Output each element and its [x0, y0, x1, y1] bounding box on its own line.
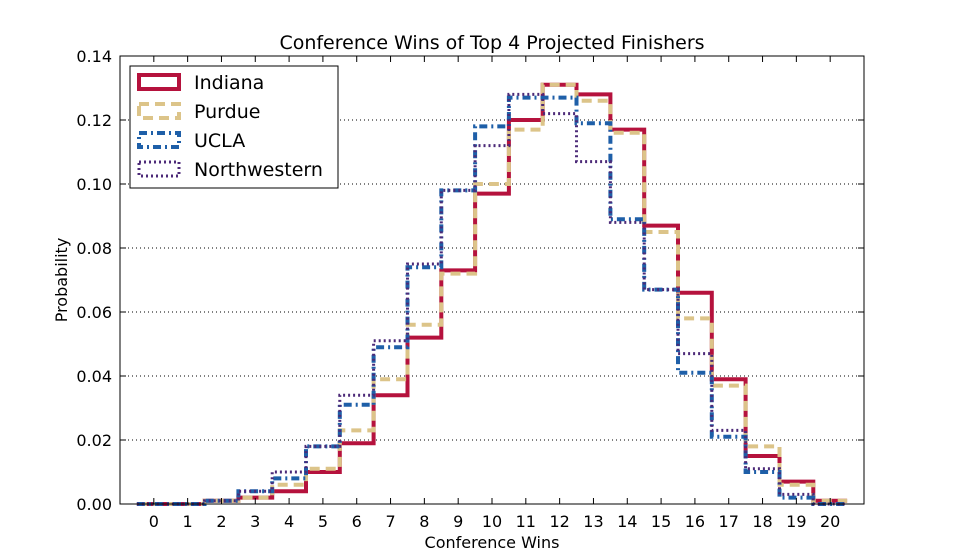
legend-label: Indiana [194, 72, 264, 94]
y-axis: 0.00 0.02 0.04 0.06 0.08 0.10 0.12 0.14 [76, 47, 864, 514]
x-tick-label: 11 [516, 512, 536, 531]
series-line-northwestern [136, 92, 848, 506]
y-tick-label: 0.02 [76, 431, 112, 450]
legend-swatch-northwestern [137, 160, 181, 178]
x-tick-label: 4 [284, 512, 294, 531]
x-tick-label: 18 [752, 512, 772, 531]
x-tick-label: 14 [617, 512, 637, 531]
x-tick-label: 2 [216, 512, 226, 531]
x-tick-label: 16 [685, 512, 705, 531]
legend-label: Northwestern [194, 159, 323, 181]
series-line-ucla [136, 95, 848, 506]
legend-frame [129, 65, 339, 189]
x-axis: 0 1 2 3 4 5 6 7 8 9 10 11 12 13 14 15 16 17 18 19 20 [149, 56, 840, 531]
x-tick-label: 10 [482, 512, 502, 531]
y-tick-label: 0.00 [76, 495, 112, 514]
x-tick-label: 17 [719, 512, 739, 531]
x-tick-label: 0 [149, 512, 159, 531]
legend-swatch-ucla [137, 131, 181, 149]
y-tick-label: 0.08 [76, 239, 112, 258]
x-tick-label: 1 [183, 512, 193, 531]
y-tick-label: 0.10 [76, 175, 112, 194]
y-tick-label: 0.06 [76, 303, 112, 322]
chart-title: Conference Wins of Top 4 Projected Finis… [279, 32, 704, 54]
legend-label: Purdue [194, 101, 260, 123]
legend: Indiana Purdue UCLA Northwestern [129, 65, 339, 189]
y-axis-title: Probability [52, 238, 71, 323]
x-tick-label: 5 [318, 512, 328, 531]
x-tick-label: 3 [250, 512, 260, 531]
series-lines [136, 82, 848, 506]
x-tick-label: 20 [820, 512, 840, 531]
x-tick-label: 12 [549, 512, 569, 531]
x-tick-label: 19 [786, 512, 806, 531]
x-tick-label: 15 [651, 512, 671, 531]
x-axis-title: Conference Wins [425, 533, 560, 552]
legend-swatch-purdue [137, 102, 181, 120]
y-tick-label: 0.04 [76, 367, 112, 386]
x-tick-label: 6 [352, 512, 362, 531]
legend-label: UCLA [194, 130, 245, 152]
x-tick-label: 9 [453, 512, 463, 531]
x-tick-label: 8 [419, 512, 429, 531]
x-tick-label: 13 [583, 512, 603, 531]
x-tick-label: 7 [385, 512, 395, 531]
legend-swatch-indiana [137, 73, 181, 91]
y-tick-label: 0.14 [76, 47, 112, 66]
y-tick-label: 0.12 [76, 111, 112, 130]
